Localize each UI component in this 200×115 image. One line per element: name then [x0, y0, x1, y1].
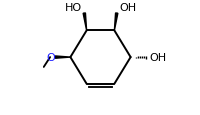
- Text: OH: OH: [148, 53, 165, 63]
- Polygon shape: [83, 14, 86, 31]
- Polygon shape: [114, 14, 117, 31]
- Text: HO: HO: [65, 3, 82, 13]
- Text: OH: OH: [118, 3, 135, 13]
- Text: O: O: [46, 53, 54, 63]
- Polygon shape: [55, 56, 70, 59]
